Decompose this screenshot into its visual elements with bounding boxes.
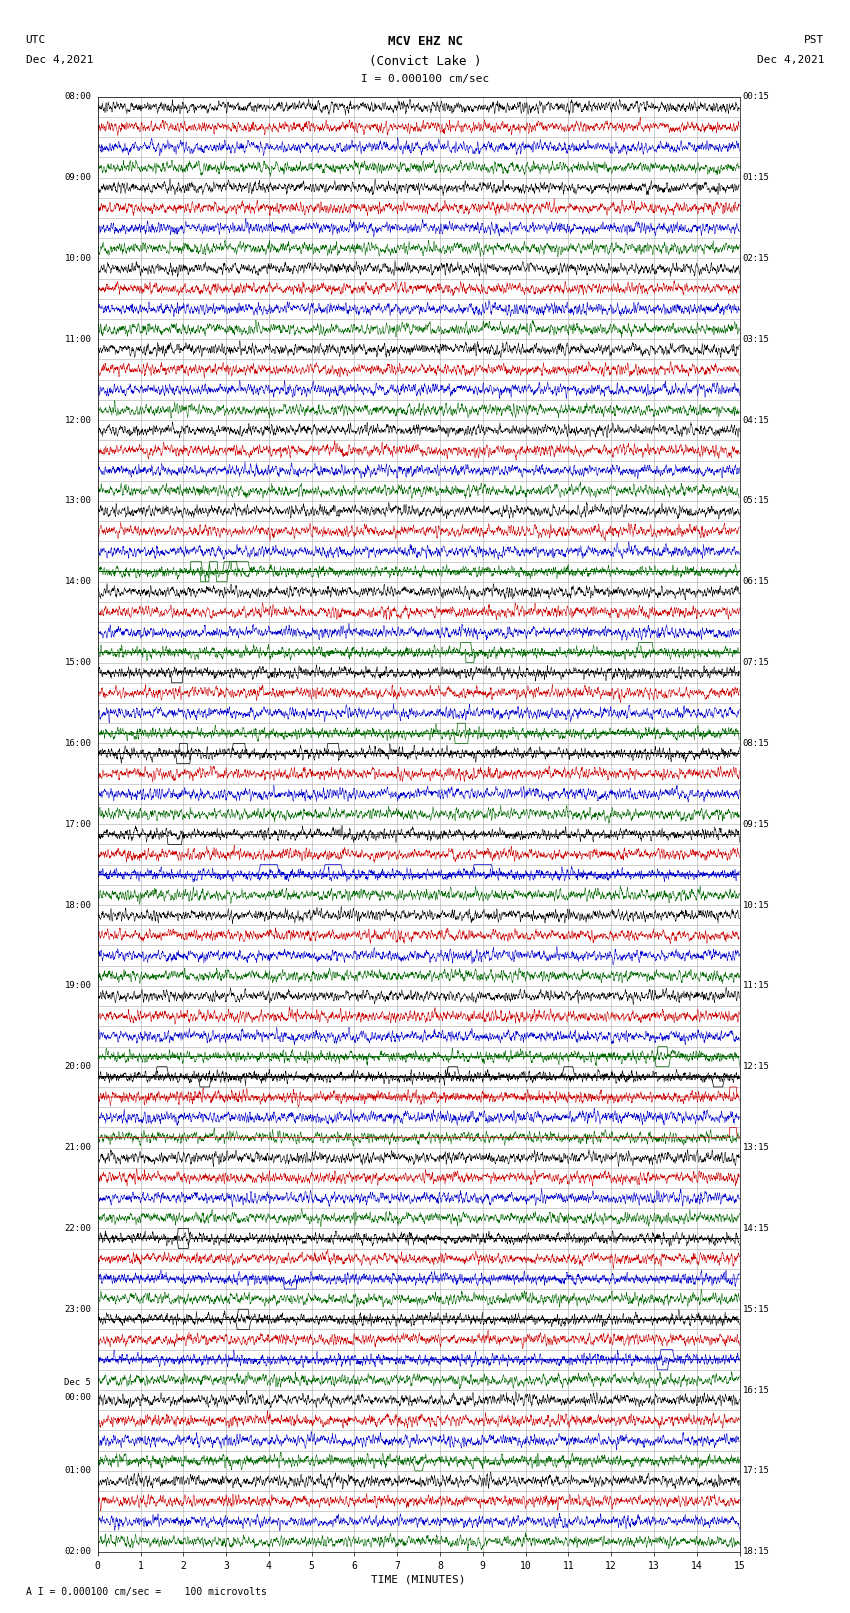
Text: 04:15: 04:15	[743, 416, 769, 424]
Text: 22:00: 22:00	[65, 1224, 91, 1232]
Text: 01:15: 01:15	[743, 173, 769, 182]
Text: Dec 4,2021: Dec 4,2021	[757, 55, 824, 65]
Text: 15:00: 15:00	[65, 658, 91, 668]
Text: 08:00: 08:00	[65, 92, 91, 102]
X-axis label: TIME (MINUTES): TIME (MINUTES)	[371, 1574, 466, 1586]
Text: 08:15: 08:15	[743, 739, 769, 748]
Text: 11:00: 11:00	[65, 336, 91, 344]
Text: 09:15: 09:15	[743, 819, 769, 829]
Text: 16:00: 16:00	[65, 739, 91, 748]
Text: 17:00: 17:00	[65, 819, 91, 829]
Text: 18:15: 18:15	[743, 1547, 769, 1557]
Text: 02:15: 02:15	[743, 253, 769, 263]
Text: 01:00: 01:00	[65, 1466, 91, 1476]
Text: I = 0.000100 cm/sec: I = 0.000100 cm/sec	[361, 74, 489, 84]
Text: 13:00: 13:00	[65, 497, 91, 505]
Text: 17:15: 17:15	[743, 1466, 769, 1476]
Text: Dec 4,2021: Dec 4,2021	[26, 55, 93, 65]
Text: 09:00: 09:00	[65, 173, 91, 182]
Text: 00:00: 00:00	[65, 1394, 91, 1402]
Text: 23:00: 23:00	[65, 1305, 91, 1313]
Text: 00:15: 00:15	[743, 92, 769, 102]
Text: PST: PST	[804, 35, 824, 45]
Text: 19:00: 19:00	[65, 981, 91, 990]
Text: 14:00: 14:00	[65, 577, 91, 586]
Text: 12:00: 12:00	[65, 416, 91, 424]
Text: Dec 5: Dec 5	[65, 1378, 91, 1387]
Text: 14:15: 14:15	[743, 1224, 769, 1232]
Text: 20:00: 20:00	[65, 1063, 91, 1071]
Text: (Convict Lake ): (Convict Lake )	[369, 55, 481, 68]
Text: 12:15: 12:15	[743, 1063, 769, 1071]
Text: UTC: UTC	[26, 35, 46, 45]
Text: 13:15: 13:15	[743, 1144, 769, 1152]
Text: MCV EHZ NC: MCV EHZ NC	[388, 35, 462, 48]
Text: 07:15: 07:15	[743, 658, 769, 668]
Text: 02:00: 02:00	[65, 1547, 91, 1557]
Text: 03:15: 03:15	[743, 336, 769, 344]
Text: 05:15: 05:15	[743, 497, 769, 505]
Text: 10:00: 10:00	[65, 253, 91, 263]
Text: 06:15: 06:15	[743, 577, 769, 586]
Text: 18:00: 18:00	[65, 900, 91, 910]
Text: 21:00: 21:00	[65, 1144, 91, 1152]
Text: 10:15: 10:15	[743, 900, 769, 910]
Text: 15:15: 15:15	[743, 1305, 769, 1313]
Text: 11:15: 11:15	[743, 981, 769, 990]
Text: 16:15: 16:15	[743, 1386, 769, 1395]
Text: A I = 0.000100 cm/sec =    100 microvolts: A I = 0.000100 cm/sec = 100 microvolts	[26, 1587, 266, 1597]
